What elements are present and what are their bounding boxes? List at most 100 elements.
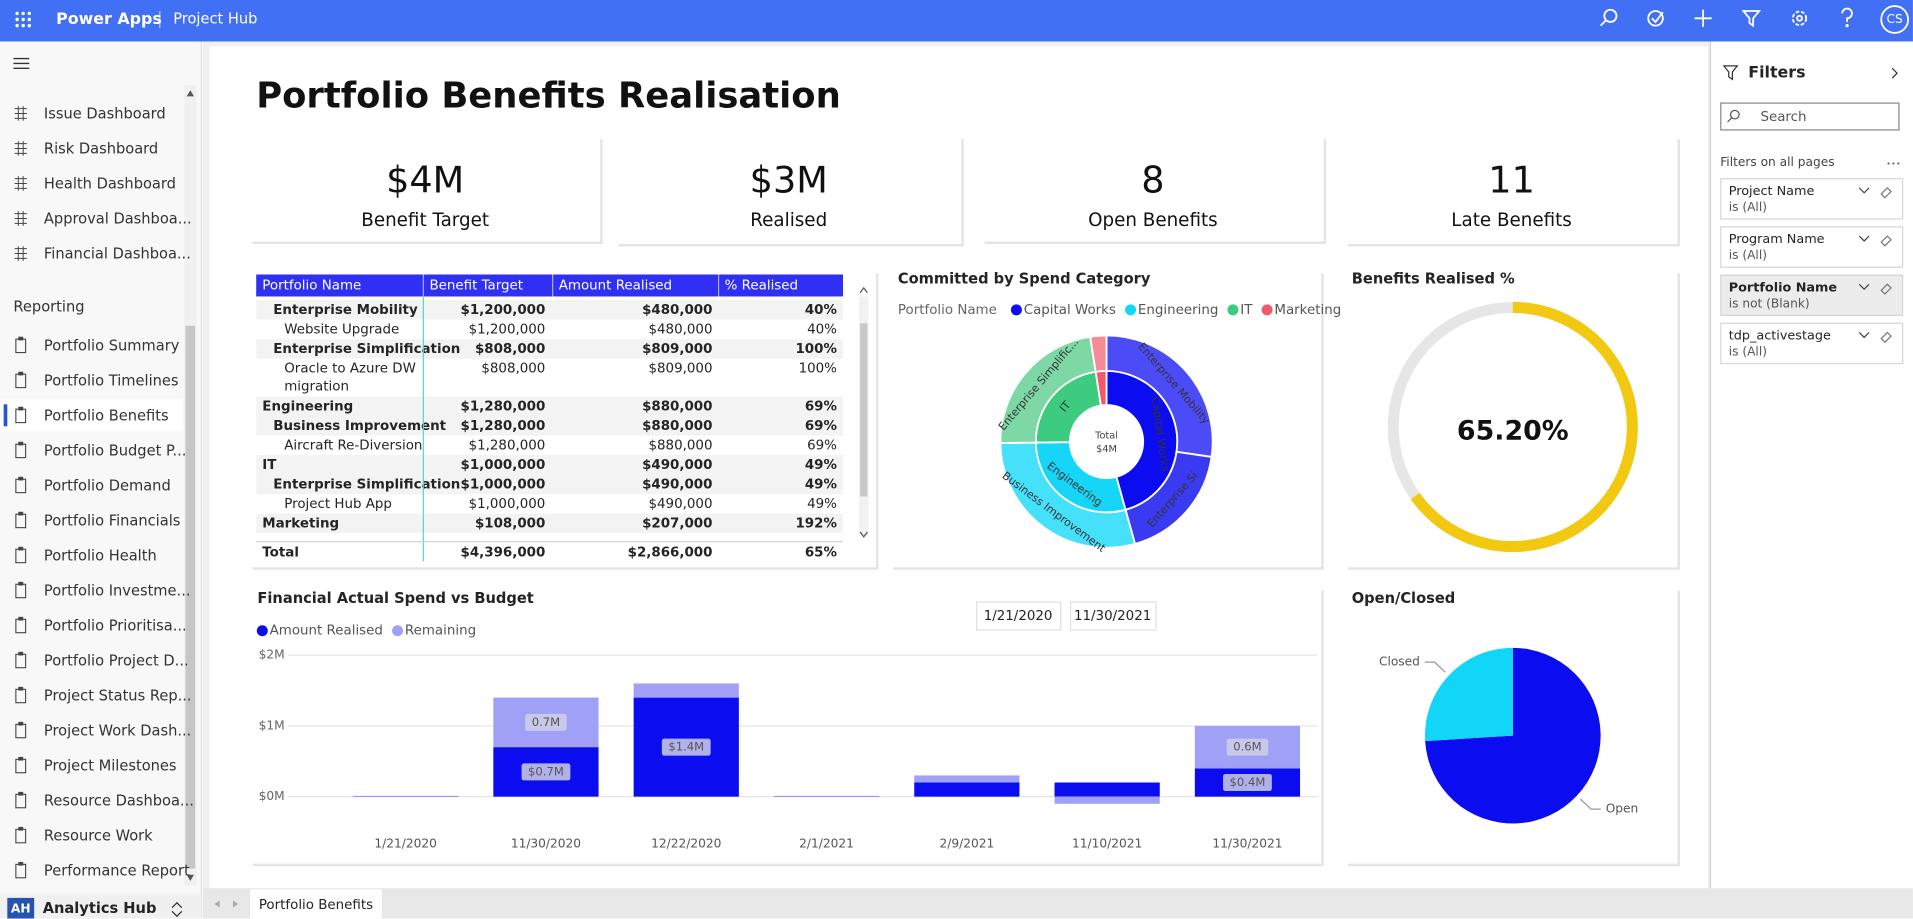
nav-item[interactable]: Portfolio Timelines: [44, 372, 179, 389]
filter-expand[interactable]: [1858, 187, 1870, 194]
nav-item[interactable]: Portfolio Investme...: [44, 583, 191, 600]
filter-card[interactable]: [1720, 226, 1904, 268]
sidebar-scroll-thumb[interactable]: [185, 325, 196, 869]
nav-item[interactable]: Project Milestones: [44, 758, 177, 775]
nav-item[interactable]: Portfolio Benefits: [44, 408, 169, 425]
legend-label[interactable]: Engineering: [1138, 303, 1218, 318]
column-header[interactable]: Benefit Target: [429, 278, 523, 293]
scroll-up[interactable]: [186, 90, 194, 97]
tab-prev[interactable]: [214, 900, 220, 908]
bar-segment[interactable]: [1054, 782, 1160, 797]
nav-item[interactable]: Financial Dashboa...: [44, 246, 191, 263]
nav-item[interactable]: Project Work Dash...: [44, 723, 191, 740]
table-scroll-down[interactable]: [859, 531, 868, 538]
bar-segment[interactable]: [914, 782, 1020, 797]
tab[interactable]: [250, 889, 382, 919]
date-value[interactable]: 11/30/2021: [1074, 609, 1151, 624]
column-header[interactable]: % Realised: [725, 278, 798, 293]
nav-item[interactable]: Health Dashboard: [44, 176, 176, 193]
cell: 49%: [805, 458, 837, 473]
filter-card[interactable]: [1720, 274, 1904, 316]
search-icon[interactable]: [1599, 8, 1618, 27]
filter-search-box[interactable]: [1720, 102, 1900, 131]
row-label: Oracle to Azure DW migration: [284, 361, 416, 394]
task-icon[interactable]: [1647, 10, 1664, 27]
filter-card[interactable]: [1720, 322, 1904, 365]
nav-item[interactable]: Portfolio Demand: [44, 478, 171, 495]
tab-label[interactable]: Portfolio Benefits: [259, 898, 373, 913]
settings-icon[interactable]: [1791, 10, 1808, 26]
filter-expand[interactable]: [1858, 332, 1870, 339]
bar-segment[interactable]: [1054, 796, 1160, 804]
tab-next[interactable]: [233, 900, 238, 908]
filter-expand[interactable]: [1858, 235, 1870, 242]
date-input[interactable]: [976, 601, 1062, 631]
help-icon[interactable]: [1841, 7, 1853, 28]
nav-item[interactable]: Performance Report: [44, 863, 190, 880]
filter-clear[interactable]: [1880, 187, 1892, 199]
page-name[interactable]: Project Hub: [173, 11, 257, 28]
bar-segment[interactable]: [914, 775, 1020, 783]
filter-expand[interactable]: [1858, 283, 1870, 291]
date-value[interactable]: 1/21/2020: [984, 609, 1053, 624]
nav-item[interactable]: Portfolio Prioritisa...: [44, 618, 187, 635]
bar-segment[interactable]: [773, 795, 880, 797]
app-name[interactable]: Power Apps: [56, 9, 162, 28]
filter-card[interactable]: [1720, 178, 1904, 220]
nav-item[interactable]: Project Status Rep...: [44, 688, 192, 705]
nav-item[interactable]: Portfolio Summary: [44, 337, 180, 354]
data-label-bg: [1226, 738, 1269, 756]
workspace-name[interactable]: Analytics Hub: [43, 900, 157, 917]
menu-toggle[interactable]: [13, 57, 30, 70]
nav-item[interactable]: Portfolio Budget P...: [44, 443, 187, 460]
filter-search-placeholder[interactable]: Search: [1760, 110, 1806, 125]
nav-item[interactable]: Resource Dashboa...: [44, 793, 194, 810]
filter-clear[interactable]: [1880, 235, 1892, 247]
scroll-down[interactable]: [186, 874, 194, 881]
leader-line: [1579, 798, 1601, 810]
nav-item-selected: [0, 399, 183, 432]
table-header: [256, 274, 844, 297]
date-input[interactable]: [1069, 601, 1157, 631]
filter-name[interactable]: Project Name: [1729, 184, 1815, 199]
filter-more[interactable]: [1887, 162, 1900, 165]
column-header[interactable]: Amount Realised: [559, 278, 672, 293]
filter-icon[interactable]: [1741, 10, 1762, 28]
legend-label[interactable]: Capital Works: [1024, 303, 1116, 318]
filter-name[interactable]: Portfolio Name: [1729, 280, 1838, 295]
avatar-initials[interactable]: CS: [1887, 12, 1904, 26]
table-scroll-thumb[interactable]: [860, 323, 868, 497]
nav-item[interactable]: Portfolio Project D...: [44, 653, 189, 670]
filter-clear[interactable]: [1880, 331, 1892, 344]
legend-label[interactable]: IT: [1240, 303, 1253, 318]
cell: $108,000: [475, 516, 545, 531]
new-icon[interactable]: [1694, 9, 1712, 27]
filter-name[interactable]: Program Name: [1729, 232, 1825, 247]
nav-item[interactable]: Resource Work: [44, 828, 153, 845]
pie-slice[interactable]: [1425, 647, 1601, 824]
filter-clear[interactable]: [1880, 283, 1892, 295]
bar-segment[interactable]: [633, 683, 739, 698]
nav-item[interactable]: Portfolio Financials: [44, 513, 180, 530]
legend-label[interactable]: Remaining: [405, 624, 476, 639]
table-scroll-up[interactable]: [859, 286, 868, 294]
sunburst-outer-arc[interactable]: [1089, 334, 1108, 373]
data-label-bg: [525, 713, 567, 731]
bar-segment[interactable]: [353, 795, 459, 797]
nav-item[interactable]: Portfolio Health: [44, 548, 157, 565]
filter-search-icon: [1729, 109, 1740, 120]
legend-marker: [1227, 304, 1239, 316]
legend-label[interactable]: Marketing: [1274, 303, 1341, 318]
nav-item[interactable]: Issue Dashboard: [44, 106, 166, 123]
avatar-ring[interactable]: [1880, 5, 1909, 34]
nav-item[interactable]: Approval Dashboa...: [44, 211, 192, 228]
filter-pane-collapse[interactable]: [1891, 67, 1898, 79]
column-header[interactable]: Portfolio Name: [262, 278, 361, 293]
pie-slice[interactable]: [1424, 647, 1513, 742]
filter-name[interactable]: tdp_activestage: [1729, 329, 1831, 344]
app-launcher[interactable]: [15, 11, 31, 28]
cell: $490,000: [642, 458, 712, 473]
chart-title: Committed by Spend Category: [898, 270, 1151, 287]
legend-label[interactable]: Amount Realised: [270, 624, 383, 639]
nav-item[interactable]: Risk Dashboard: [44, 141, 158, 158]
